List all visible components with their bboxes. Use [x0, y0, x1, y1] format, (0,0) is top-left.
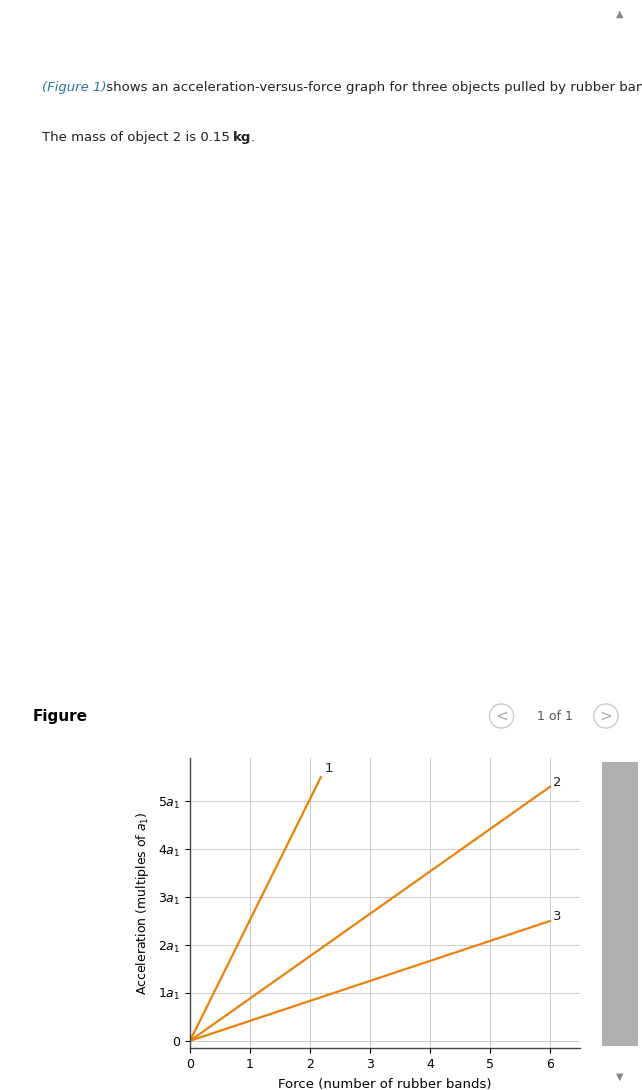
- Y-axis label: Acceleration (multiples of $a_1$): Acceleration (multiples of $a_1$): [134, 811, 151, 995]
- Text: >: >: [600, 708, 612, 724]
- Text: 2: 2: [553, 776, 562, 789]
- Text: .: .: [250, 131, 255, 144]
- Text: <: <: [495, 708, 508, 724]
- Text: (Figure 1): (Figure 1): [42, 81, 107, 94]
- X-axis label: Force (number of rubber bands): Force (number of rubber bands): [278, 1078, 492, 1090]
- Text: 1 of 1: 1 of 1: [537, 710, 573, 723]
- Bar: [602, 762, 637, 1045]
- Text: The mass of object 2 is 0.15: The mass of object 2 is 0.15: [42, 131, 234, 144]
- Text: 3: 3: [553, 910, 562, 923]
- Text: ▲: ▲: [616, 9, 623, 19]
- Text: Figure: Figure: [33, 708, 88, 724]
- Text: ▼: ▼: [616, 1071, 623, 1081]
- Text: 1: 1: [325, 762, 333, 775]
- Text: shows an acceleration-versus-force graph for three objects pulled by rubber band: shows an acceleration-versus-force graph…: [102, 81, 642, 94]
- Text: kg: kg: [233, 131, 252, 144]
